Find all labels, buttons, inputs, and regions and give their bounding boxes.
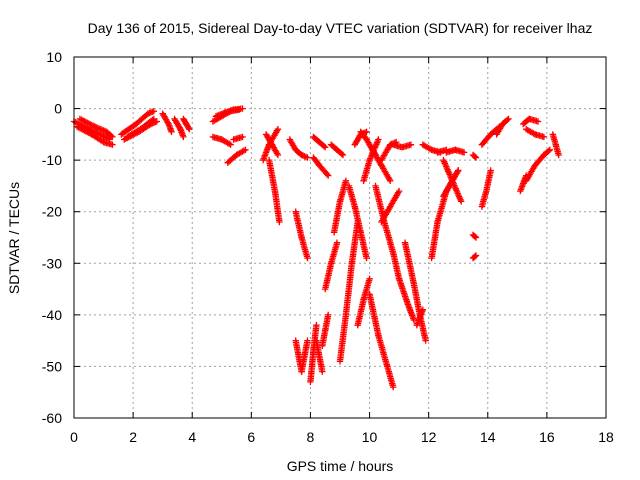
data-point — [226, 140, 233, 147]
data-point — [322, 144, 329, 151]
data-point — [313, 322, 320, 329]
data-point — [363, 254, 370, 262]
y-tick-label: -10 — [42, 152, 62, 168]
data-point — [325, 311, 332, 319]
data-point — [471, 233, 479, 240]
data-point — [146, 109, 153, 117]
x-tick-label: 6 — [247, 429, 255, 445]
data-point — [472, 154, 480, 161]
data-point — [366, 275, 373, 282]
chart-title: Day 136 of 2015, Sidereal Day-to-day VTE… — [88, 20, 593, 36]
x-tick-label: 14 — [480, 429, 496, 445]
data-point — [109, 133, 116, 141]
data-point — [390, 383, 397, 391]
y-tick-label: -50 — [42, 358, 62, 374]
data-point — [168, 128, 175, 135]
y-tick-label: 0 — [54, 101, 62, 117]
data-point — [150, 108, 157, 115]
x-axis-ticks: 0 2 4 6 8 10 12 14 16 18 — [70, 57, 614, 445]
data-point — [472, 234, 480, 241]
data-point — [534, 118, 542, 125]
x-tick-label: 4 — [188, 429, 196, 445]
data-point — [454, 168, 461, 176]
data-point — [555, 151, 562, 159]
data-point — [342, 177, 350, 184]
x-tick-label: 2 — [129, 429, 137, 445]
x-tick-label: 12 — [421, 429, 437, 445]
data-point — [304, 154, 311, 161]
y-axis-ticks: 10 0 -10 -20 -30 -40 -50 -60 — [42, 49, 606, 426]
data-point — [487, 167, 494, 174]
plot-frame — [73, 56, 607, 419]
data-point — [304, 337, 311, 344]
x-tick-label: 18 — [598, 429, 614, 445]
data-point — [325, 172, 332, 179]
data-point — [504, 116, 511, 124]
data-point — [180, 133, 187, 141]
data-point — [395, 187, 403, 195]
data-point — [505, 115, 512, 123]
data-point — [471, 153, 479, 160]
y-tick-label: 10 — [46, 49, 62, 65]
data-point — [460, 149, 468, 156]
data-point — [239, 105, 246, 112]
x-tick-label: 10 — [362, 429, 378, 445]
data-point — [274, 151, 282, 159]
data-point — [227, 141, 234, 148]
data-point — [323, 171, 331, 178]
data-point — [422, 337, 429, 344]
y-axis-label: SDTVAR / TECUs — [6, 182, 22, 294]
data-point — [419, 306, 426, 313]
data-point — [274, 126, 282, 133]
data-point — [375, 136, 382, 143]
data-point — [546, 146, 553, 153]
x-tick-label: 16 — [539, 429, 555, 445]
data-point — [472, 252, 480, 259]
data-point — [185, 124, 192, 132]
data-point — [363, 128, 370, 135]
x-tick-label: 8 — [307, 429, 315, 445]
data-point — [299, 152, 307, 159]
data-point — [407, 141, 415, 148]
data-point — [239, 133, 246, 141]
data-point — [149, 116, 156, 124]
data-point — [276, 218, 283, 226]
data-point — [545, 147, 552, 155]
y-tick-label: -20 — [42, 204, 62, 220]
data-point — [455, 167, 462, 174]
data-point — [109, 141, 116, 148]
data-point — [458, 198, 465, 205]
y-tick-label: -60 — [42, 410, 62, 426]
data-point — [387, 177, 394, 184]
data-point — [471, 253, 479, 260]
data-points — [70, 105, 562, 391]
data-point — [320, 143, 328, 150]
data-point — [186, 126, 193, 133]
data-point — [523, 172, 530, 179]
data-point — [150, 115, 157, 123]
data-point — [242, 146, 249, 153]
data-point — [108, 132, 115, 140]
data-point — [540, 133, 548, 141]
data-point — [304, 254, 311, 262]
y-tick-label: -30 — [42, 255, 62, 271]
data-point — [339, 151, 347, 159]
data-point — [319, 368, 326, 375]
data-point — [338, 150, 345, 158]
y-tick-label: -40 — [42, 307, 62, 323]
data-point — [333, 239, 341, 246]
x-axis-label: GPS time / hours — [287, 458, 394, 474]
x-tick-label: 0 — [70, 429, 78, 445]
